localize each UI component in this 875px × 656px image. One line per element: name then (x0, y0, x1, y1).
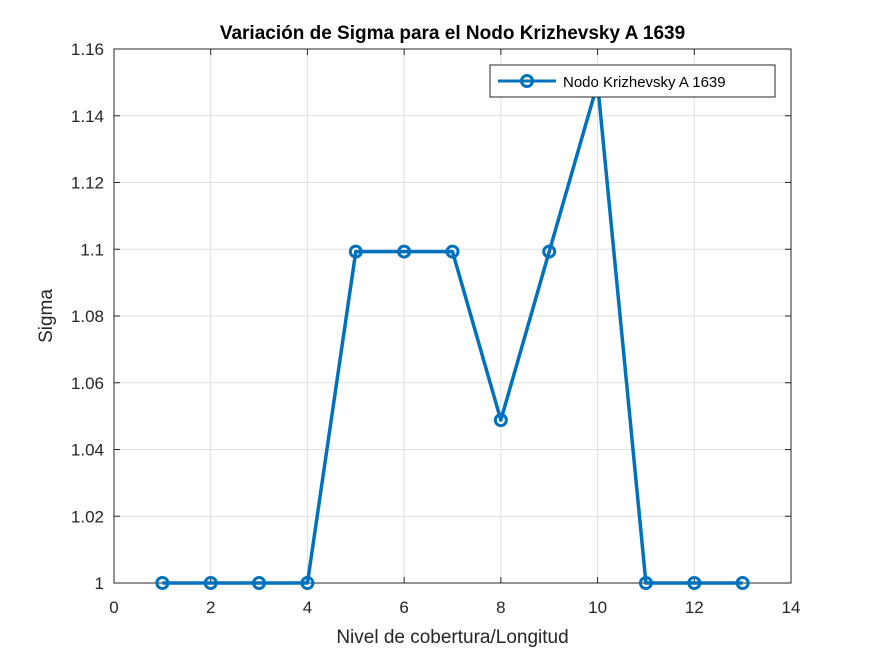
legend-circle-marker (520, 74, 534, 88)
legend-entry: Nodo Krizhevsky A 1639 (563, 74, 726, 91)
series-layer (155, 76, 750, 590)
y-tick-label: 1.12 (71, 174, 104, 193)
x-axis: 0 2 4 6 8 10 12 14 (109, 49, 800, 617)
x-tick-label: 10 (588, 598, 607, 617)
data-point (348, 244, 363, 259)
data-point (735, 576, 750, 590)
y-tick-label: 1.16 (71, 40, 104, 59)
chart-title: Variación de Sigma para el Nodo Krizhevs… (220, 23, 685, 44)
series-line (162, 81, 743, 585)
data-point (445, 244, 460, 259)
x-tick-label: 6 (399, 598, 408, 617)
x-tick-label: 12 (685, 598, 704, 617)
legend: Nodo Krizhevsky A 1639 (489, 64, 776, 98)
data-point (638, 576, 653, 590)
data-point (300, 576, 315, 590)
data-point (542, 244, 557, 259)
x-tick-label: 2 (206, 598, 215, 617)
x-tick-label: 4 (303, 598, 312, 617)
y-tick-label: 1.08 (71, 307, 104, 326)
data-point (493, 413, 508, 428)
data-point (252, 576, 267, 590)
y-axis: 1 1.02 1.04 1.06 1.08 1.1 1.12 1.14 1.16 (71, 40, 791, 593)
y-tick-label: 1.04 (71, 441, 104, 460)
data-point (687, 576, 702, 590)
x-tick-label: 8 (496, 598, 505, 617)
y-tick-label: 1 (95, 574, 104, 593)
y-tick-label: 1.02 (71, 507, 104, 526)
y-tick-label: 1.14 (71, 107, 104, 126)
x-tick-label: 14 (782, 598, 801, 617)
x-tick-label: 0 (109, 598, 118, 617)
y-axis-label: Sigma (36, 289, 57, 343)
y-tick-label: 1.1 (80, 240, 104, 259)
x-axis-label: Nivel de cobertura/Longitud (336, 627, 568, 648)
data-point (155, 576, 170, 590)
data-point (397, 244, 412, 259)
y-tick-label: 1.06 (71, 374, 104, 393)
data-point (203, 576, 218, 590)
